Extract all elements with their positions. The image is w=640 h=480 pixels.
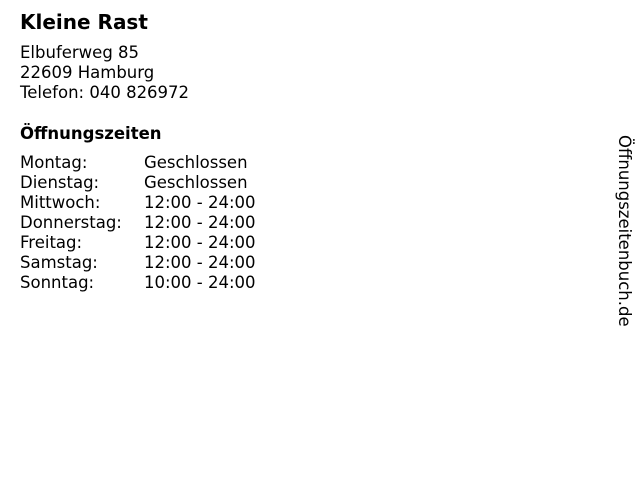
- time: 12:00 - 24:00: [144, 253, 256, 272]
- hours-row: Freitag: 12:00 - 24:00: [20, 233, 256, 253]
- day: Mittwoch:: [20, 193, 101, 212]
- business-name: Kleine Rast: [20, 10, 148, 34]
- day: Montag:: [20, 153, 88, 172]
- hours-table: Montag: Geschlossen Dienstag: Geschlossen …: [20, 153, 256, 293]
- time: 10:00 - 24:00: [144, 273, 256, 292]
- day: Samstag:: [20, 253, 98, 272]
- hours-row: Dienstag: Geschlossen: [20, 173, 256, 193]
- day: Dienstag:: [20, 173, 100, 192]
- day: Donnerstag:: [20, 213, 122, 232]
- address-block: Elbuferweg 85 22609 Hamburg Telefon: 040…: [20, 43, 189, 103]
- hours-row: Mittwoch: 12:00 - 24:00: [20, 193, 256, 213]
- hours-row: Montag: Geschlossen: [20, 153, 256, 173]
- time: 12:00 - 24:00: [144, 213, 256, 232]
- hours-row: Samstag: 12:00 - 24:00: [20, 253, 256, 273]
- hours-row: Donnerstag: 12:00 - 24:00: [20, 213, 256, 233]
- time: 12:00 - 24:00: [144, 233, 256, 252]
- phone: Telefon: 040 826972: [20, 83, 190, 102]
- time: Geschlossen: [144, 153, 248, 172]
- day: Sonntag:: [20, 273, 95, 292]
- site-watermark: Öffnungszeitenbuch.de: [615, 135, 634, 327]
- street: Elbuferweg 85: [20, 43, 140, 62]
- city: 22609 Hamburg: [20, 63, 155, 82]
- hours-row: Sonntag: 10:00 - 24:00: [20, 273, 256, 293]
- day: Freitag:: [20, 233, 83, 252]
- hours-heading: Öffnungszeiten: [20, 124, 162, 143]
- time: 12:00 - 24:00: [144, 193, 256, 212]
- time: Geschlossen: [144, 173, 248, 192]
